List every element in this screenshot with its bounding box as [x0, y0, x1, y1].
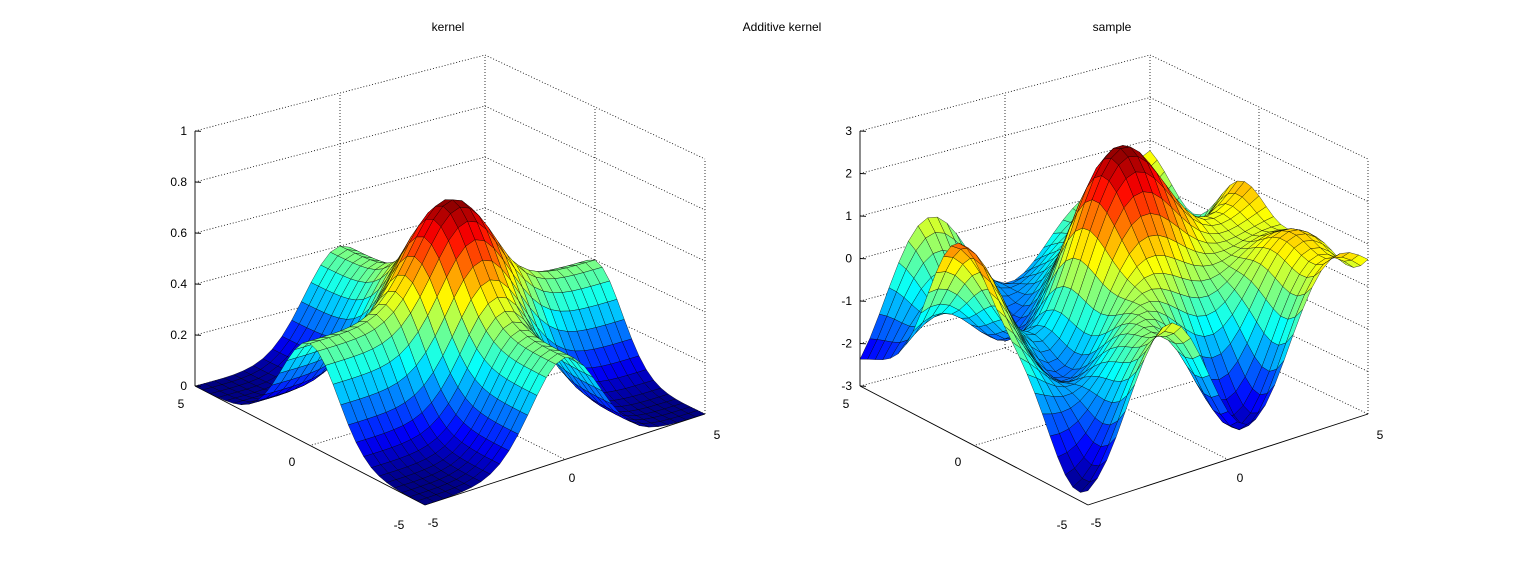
x-tick-label: -5: [1057, 518, 1068, 532]
y-tick-label: 5: [1377, 428, 1384, 442]
z-tick-label: -3: [841, 379, 852, 393]
y-tick-label: -5: [1091, 516, 1102, 530]
x-tick-label: 0: [955, 455, 962, 469]
y-tick-label: -5: [428, 516, 439, 530]
z-tick-labels: 0 0.2 0.4 0.6 0.8 1: [170, 124, 202, 393]
y-tick-labels: -5 0 5: [428, 428, 721, 530]
z-tick-label: 1: [180, 124, 187, 138]
x-tick-label: 5: [843, 397, 850, 411]
z-tick-label: 3: [845, 124, 852, 138]
z-tick-label: 0.6: [170, 226, 187, 240]
surface-patch: [1079, 478, 1098, 493]
z-tick-label: 0: [180, 379, 187, 393]
x-tick-label: 0: [289, 455, 296, 469]
kernel-title: kernel: [432, 20, 465, 34]
axis-lines: [194, 131, 706, 506]
y-tick-label: 5: [714, 428, 721, 442]
z-tick-label: 0.4: [170, 277, 187, 291]
y-tick-label: 0: [1237, 471, 1244, 485]
y-tick-label: 0: [569, 471, 576, 485]
z-tick-label: 1: [845, 209, 852, 223]
z-tick-label: 0.8: [170, 175, 187, 189]
kernel-plot: kernel 0 0.2 0.4 0.6 0.8 1 5 0 -5 -5 0 5: [170, 20, 720, 532]
y-tick-labels: -5 0 5: [1091, 428, 1384, 530]
z-tick-label: -1: [841, 294, 852, 308]
z-tick-labels: -3 -2 -1 0 1 2 3: [841, 124, 867, 393]
x-tick-labels: 5 0 -5: [178, 397, 405, 532]
z-tick-label: 0: [845, 252, 852, 266]
x-tick-label: -5: [394, 518, 405, 532]
z-tick-label: 0.2: [170, 328, 187, 342]
z-tick-label: -2: [841, 337, 852, 351]
surface-patch: [416, 497, 435, 506]
sample-plot: sample -3 -2 -1 0 1 2 3 5 0 -5 -5 0 5: [841, 20, 1383, 532]
surface-mesh: [194, 199, 706, 506]
figure-title: Additive kernel: [743, 20, 822, 34]
surface-mesh: [859, 145, 1369, 493]
x-tick-labels: 5 0 -5: [843, 397, 1068, 532]
sample-title: sample: [1093, 20, 1132, 34]
x-tick-label: 5: [178, 397, 185, 411]
z-tick-label: 2: [845, 167, 852, 181]
